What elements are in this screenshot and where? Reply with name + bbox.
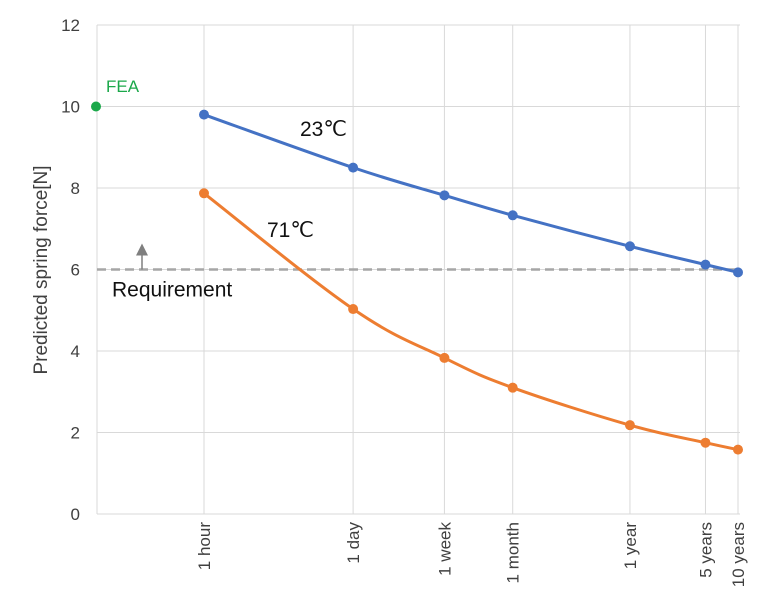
data-point (348, 304, 359, 315)
y-axis-title: Predicted spring force[N] (31, 165, 52, 374)
requirement-label: Requirement (112, 279, 232, 302)
data-point (507, 382, 518, 393)
series-group (199, 109, 743, 455)
data-point (199, 188, 209, 199)
y-tick-label: 4 (71, 342, 80, 361)
x-tick-labels: 1 hour 1 day 1 week 1 month 1 year 5 years 10 … (195, 522, 748, 588)
data-point (439, 352, 450, 363)
y-tick-labels: 0 2 4 6 8 10 12 (61, 16, 80, 524)
data-point (348, 162, 359, 173)
y-tick-label: 0 (71, 505, 80, 524)
y-tick-label: 12 (61, 16, 80, 35)
y-tick-label: 10 (61, 98, 80, 117)
data-point (199, 109, 209, 120)
x-tick-label: 1 hour (195, 522, 214, 571)
requirement-group: Requirement (97, 243, 740, 302)
requirement-arrow-head (136, 243, 148, 256)
data-point (507, 210, 518, 221)
data-point (733, 267, 743, 278)
series-line-1 (203, 192, 739, 452)
fea-point (91, 101, 101, 112)
y-tick-label: 8 (71, 179, 80, 198)
data-point (733, 444, 743, 455)
series-label-23c: 23℃ (300, 118, 347, 141)
data-point (624, 241, 635, 252)
y-tick-label: 6 (71, 261, 80, 280)
x-tick-label: 10 years (729, 522, 748, 587)
data-point (439, 190, 450, 201)
series-label-71c: 71℃ (267, 219, 314, 242)
x-tick-label: 1 year (621, 522, 640, 570)
x-tick-label: 1 day (344, 522, 363, 564)
y-tick-label: 2 (71, 424, 80, 443)
x-tick-label: 1 week (435, 522, 454, 576)
series-line-0 (203, 113, 739, 274)
fea-label: FEA (106, 77, 140, 96)
data-point (700, 259, 711, 270)
x-tick-label: 5 years (696, 522, 715, 578)
x-tick-label: 1 month (504, 522, 523, 583)
data-point (624, 420, 635, 431)
data-point (700, 437, 711, 448)
